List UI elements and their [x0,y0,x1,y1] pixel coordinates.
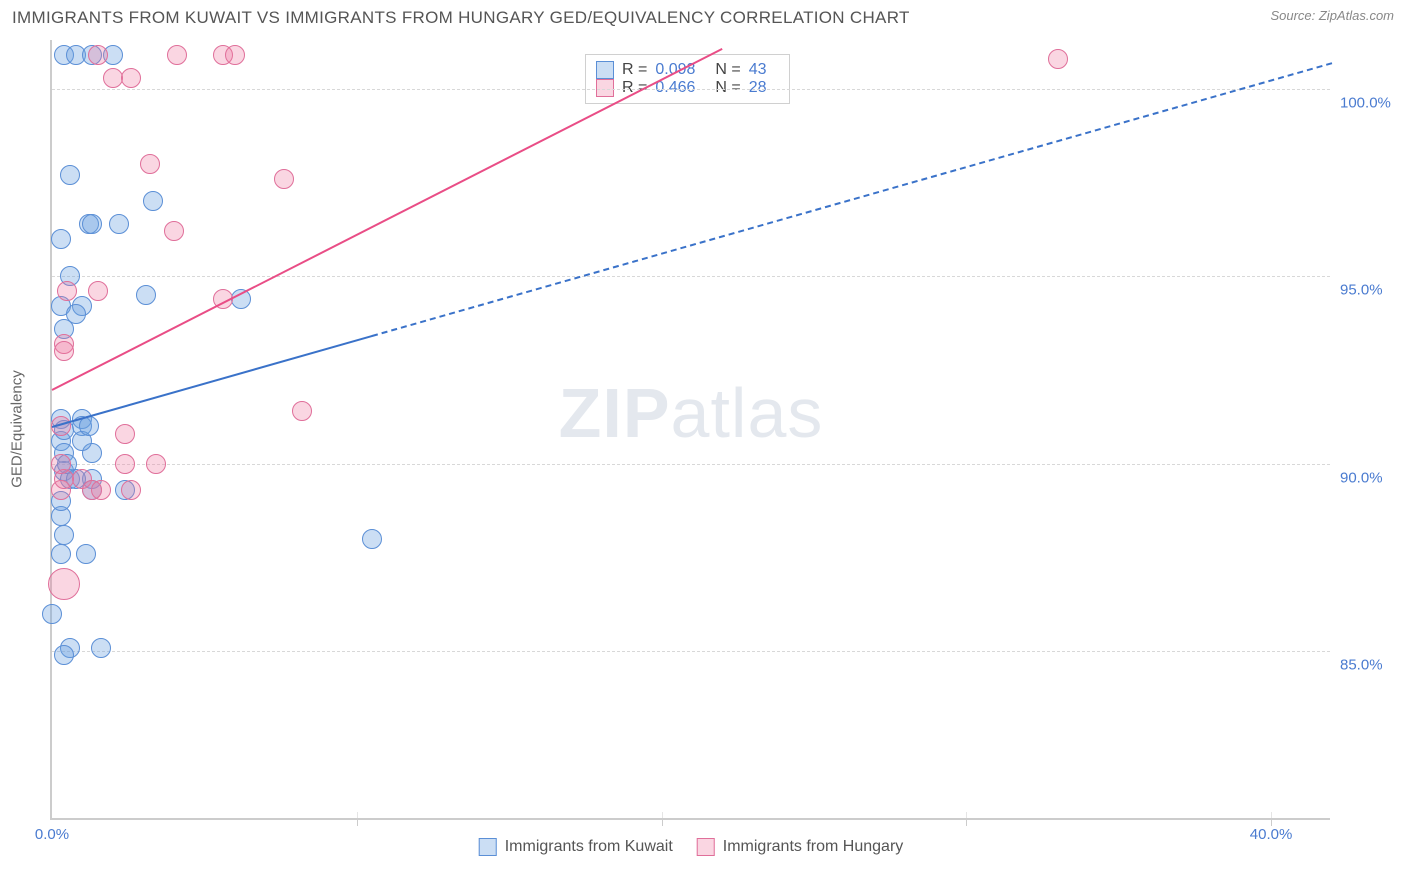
data-point [60,165,80,185]
data-point [292,401,312,421]
legend-stats: R =0.098N =43R =0.466N =28 [585,54,790,104]
data-point [91,638,111,658]
data-point [146,454,166,474]
gridline-vertical [357,812,358,818]
series-legend-item: Immigrants from Hungary [697,838,904,856]
y-tick-label: 95.0% [1340,282,1400,299]
data-point [91,480,111,500]
chart-area: GED/Equivalency ZIPatlas R =0.098N =43R … [50,40,1386,842]
series-legend: Immigrants from Kuwait Immigrants from Hu… [479,838,904,856]
gridline-vertical [1271,812,1272,818]
trend-line-dash [372,63,1333,338]
data-point [109,214,129,234]
data-point [57,281,77,301]
x-tick-mark [1271,818,1272,826]
data-point [66,304,86,324]
data-point [82,214,102,234]
chart-source: Source: ZipAtlas.com [1270,8,1394,23]
data-point [121,480,141,500]
data-point [140,154,160,174]
data-point [115,424,135,444]
data-point [103,68,123,88]
data-point [76,544,96,564]
legend-swatch [596,61,614,79]
watermark: ZIPatlas [559,373,824,453]
series-legend-item: Immigrants from Kuwait [479,838,673,856]
watermark-light: atlas [671,374,824,452]
data-point [1048,49,1068,69]
gridline-vertical [662,812,663,818]
data-point [143,191,163,211]
data-point [54,645,74,665]
chart-title: IMMIGRANTS FROM KUWAIT VS IMMIGRANTS FRO… [12,8,910,28]
x-tick-label: 40.0% [1250,826,1293,843]
series-name: Immigrants from Hungary [723,838,904,856]
plot-region: GED/Equivalency ZIPatlas R =0.098N =43R … [50,40,1330,820]
data-point [225,45,245,65]
y-axis-label: GED/Equivalency [9,370,26,488]
trend-line [52,48,723,391]
gridline-horizontal [52,89,1330,90]
stat-n-label: N = [715,61,740,79]
data-point [51,544,71,564]
data-point [362,529,382,549]
data-point [51,229,71,249]
data-point [88,45,108,65]
data-point [167,45,187,65]
watermark-bold: ZIP [559,374,671,452]
series-name: Immigrants from Kuwait [505,838,673,856]
x-tick-mark [966,818,967,826]
y-tick-label: 100.0% [1340,94,1400,111]
x-tick-mark [357,818,358,826]
data-point [48,568,80,600]
data-point [121,68,141,88]
gridline-horizontal [52,464,1330,465]
gridline-horizontal [52,276,1330,277]
stat-n-value: 43 [749,61,767,79]
legend-swatch [697,838,715,856]
trend-line [52,335,373,428]
data-point [136,285,156,305]
y-tick-label: 85.0% [1340,657,1400,674]
data-point [54,525,74,545]
x-tick-label: 0.0% [35,826,69,843]
data-point [54,341,74,361]
data-point [115,454,135,474]
gridline-vertical [966,812,967,818]
data-point [274,169,294,189]
data-point [88,281,108,301]
data-point [42,604,62,624]
data-point [51,454,71,474]
stat-r-label: R = [622,61,647,79]
gridline-horizontal [52,651,1330,652]
legend-stats-row: R =0.098N =43 [596,61,779,79]
data-point [164,221,184,241]
legend-swatch [479,838,497,856]
x-tick-mark [662,818,663,826]
y-tick-label: 90.0% [1340,469,1400,486]
